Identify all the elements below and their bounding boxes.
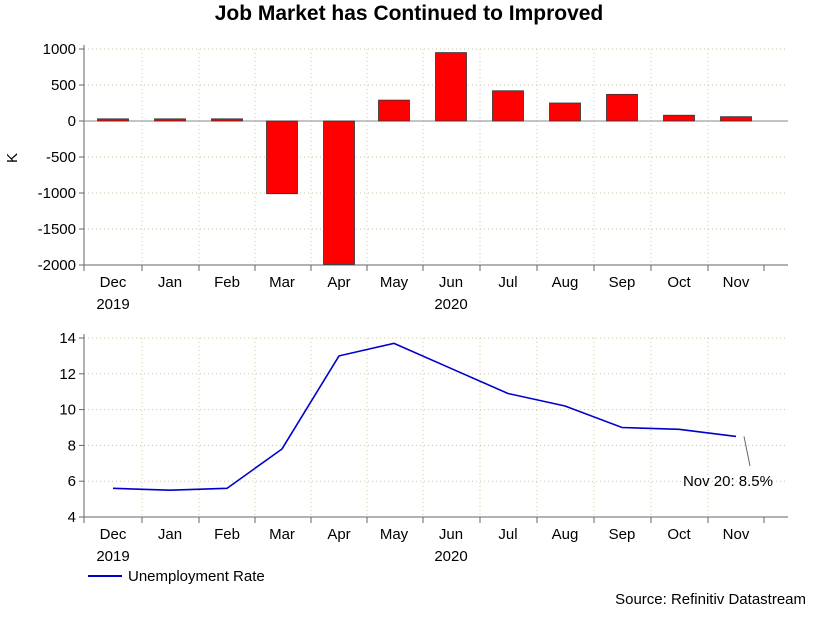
x-tick-label-jul: Jul — [498, 274, 517, 291]
y-tick-label-10: 10 — [59, 402, 76, 419]
bar-oct — [663, 114, 695, 122]
x-tick-label-nov: Nov — [723, 526, 750, 543]
bar-mar — [266, 120, 298, 195]
x-tick-label-aug: Aug — [552, 526, 579, 543]
y-tick-label-8: 8 — [68, 437, 76, 454]
bar-sep — [606, 93, 638, 122]
x-tick-label-oct: Oct — [667, 274, 691, 291]
x-tick-label-feb: Feb — [214, 526, 240, 543]
y-tick-label-500: 500 — [51, 77, 76, 94]
legend-entry-unemployment-rate: Unemployment Rate — [128, 567, 265, 585]
bar-aug — [549, 102, 581, 122]
x-tick-label-apr: Apr — [327, 526, 350, 543]
payrolls-bar-panel: 1000 500 0 -500 -1000 -1500 -2000 Dec Jan Feb Mar A… — [4, 41, 788, 313]
y-tick-label-4: 4 — [68, 509, 76, 526]
x-tick-label-jan: Jan — [158, 274, 182, 291]
legend: Unemployment Rate — [88, 566, 265, 586]
bar-jan — [154, 118, 186, 122]
bar-may — [378, 99, 410, 122]
annotation-nov-20: Nov 20: 8.5% — [683, 473, 773, 490]
y-tick-label--2000: -2000 — [38, 257, 76, 274]
y-tick-label--1500: -1500 — [38, 221, 76, 238]
x-tick-label-oct: Oct — [667, 526, 691, 543]
bar-dec — [97, 118, 129, 122]
y-tick-label-12: 12 — [59, 366, 76, 383]
y-tick-label-1000: 1000 — [43, 41, 76, 58]
y-tick-label-0: 0 — [68, 113, 76, 130]
x-tick-label-nov: Nov — [723, 274, 750, 291]
x-tick-label-jul: Jul — [498, 526, 517, 543]
bar-apr — [323, 120, 355, 265]
bar-jun — [435, 52, 467, 122]
series-line-unemployment-rate — [112, 342, 737, 491]
x-tick-label-jan: Jan — [158, 526, 182, 543]
x-tick-label-may: May — [380, 274, 409, 291]
x-tick-label-dec: Dec — [100, 526, 127, 543]
unemployment-line-panel: 4 6 8 10 12 14 Dec Jan Feb Mar Apr May Jun Jul Aug Sep O… — [59, 330, 788, 565]
x-tick-label-mar: Mar — [269, 526, 295, 543]
x-tick-label-jun: Jun — [439, 274, 463, 291]
bar-jul — [492, 90, 524, 122]
x-tick-label-sep: Sep — [609, 274, 636, 291]
x-tick-label-mar: Mar — [269, 274, 295, 291]
x-tick-label-dec: Dec — [100, 274, 127, 291]
year-label-2020: 2020 — [434, 548, 467, 565]
y-axis-label: K — [4, 153, 21, 163]
x-tick-label-aug: Aug — [552, 274, 579, 291]
y-tick-label-14: 14 — [59, 330, 76, 347]
y-tick-label--1000: -1000 — [38, 185, 76, 202]
bar-feb — [211, 118, 243, 122]
source-note: Source: Refinitiv Datastream — [615, 591, 806, 608]
y-tick-label--500: -500 — [46, 149, 76, 166]
x-tick-label-feb: Feb — [214, 274, 240, 291]
chart-title: Job Market has Continued to Improved — [214, 2, 604, 25]
year-label-2019: 2019 — [96, 548, 129, 565]
year-label-2019: 2019 — [96, 296, 129, 313]
x-tick-label-jun: Jun — [439, 526, 463, 543]
y-tick-label-6: 6 — [68, 473, 76, 490]
bar-nov — [720, 116, 752, 122]
x-tick-label-may: May — [380, 526, 409, 543]
x-tick-label-apr: Apr — [327, 274, 350, 291]
x-tick-label-sep: Sep — [609, 526, 636, 543]
annotation-leader — [743, 436, 751, 467]
legend-line-swatch — [88, 575, 122, 577]
year-label-2020: 2020 — [434, 296, 467, 313]
